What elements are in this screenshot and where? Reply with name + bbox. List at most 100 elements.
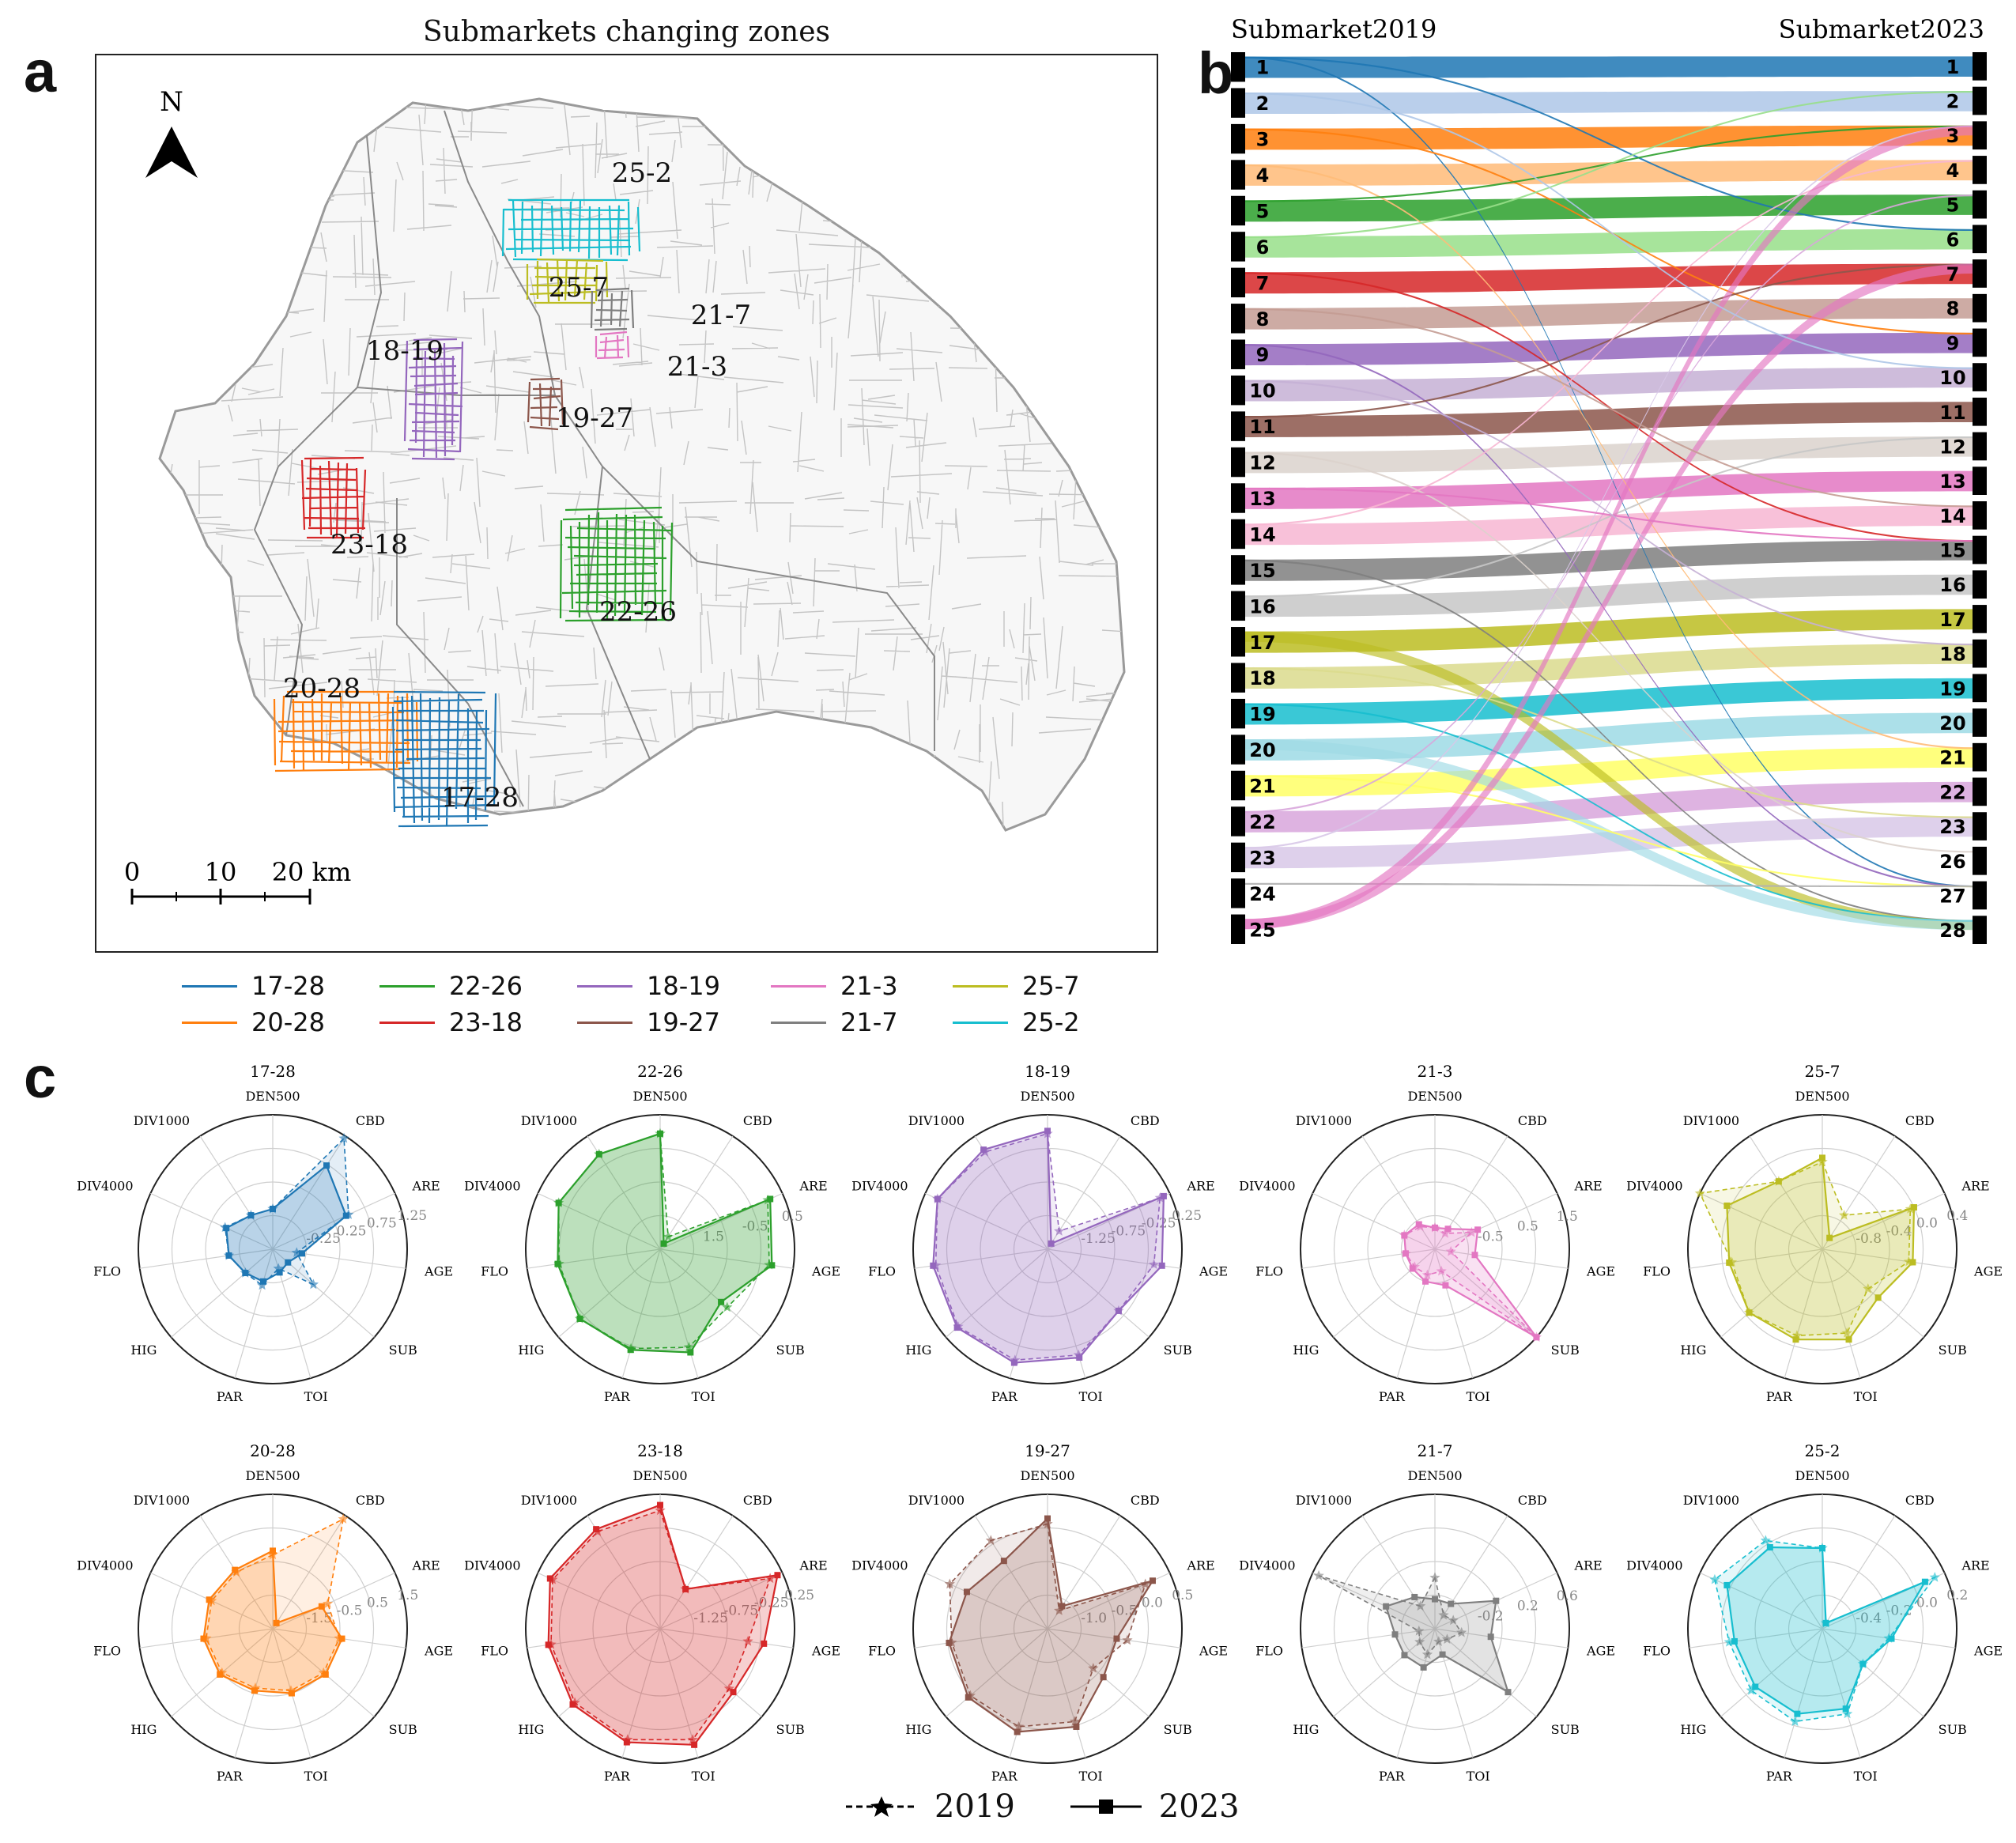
radar-spoke <box>272 1515 346 1630</box>
radar-axis-label: PAR <box>1766 1389 1793 1404</box>
radar-axis-label: DIV4000 <box>77 1558 133 1573</box>
sankey-left-label: 23 <box>1249 847 1275 869</box>
series-2019-point <box>1436 1265 1447 1276</box>
series-2023-point <box>270 1206 276 1212</box>
radar-spoke <box>659 1248 762 1338</box>
sankey-left-title: Submarket2019 <box>1231 14 1436 44</box>
radar-spoke <box>234 1248 274 1379</box>
radar-axis-label: TOI <box>1467 1389 1490 1404</box>
radar-spoke <box>1434 1628 1474 1758</box>
series-2023-point <box>934 1195 941 1203</box>
sankey-left-label: 22 <box>1249 811 1275 833</box>
radar-spoke <box>1784 1248 1823 1379</box>
sankey-nodes: 1234567891011121314151617181920212223242… <box>1231 52 1987 944</box>
dashed-star-icon <box>846 1796 917 1817</box>
sankey-right-label: 17 <box>1939 609 1965 631</box>
series-2023-point <box>1100 1674 1107 1681</box>
zone-label: 22-26 <box>599 596 677 628</box>
sankey-flow <box>1245 703 1973 922</box>
zone-label: 20-28 <box>283 673 361 704</box>
series-2023-point <box>200 1635 207 1642</box>
legend-label: 21-3 <box>840 971 898 1001</box>
zone-label: 18-19 <box>366 335 444 367</box>
radar-axis-label: DIV4000 <box>1239 1558 1295 1573</box>
series-2019-point <box>1122 1634 1133 1645</box>
radar-title: 21-3 <box>1418 1062 1453 1081</box>
radar-axis-label: HIG <box>1680 1343 1706 1358</box>
series-2023-point <box>1775 1178 1782 1185</box>
series-2023-point <box>1409 1265 1416 1272</box>
sankey-right-node <box>1973 605 1987 633</box>
radar-axis-label: DEN500 <box>632 1468 687 1483</box>
sankey-left-node <box>1231 842 1245 873</box>
sankey-flow <box>1245 56 1973 78</box>
sankey-left-node <box>1231 232 1245 262</box>
map-title: Submarkets changing zones <box>422 16 831 48</box>
series-2023-area <box>932 1129 1165 1364</box>
radar-axis-label: ARE <box>411 1558 440 1573</box>
radar-tick-label: 0.2 <box>1946 1588 1968 1603</box>
sankey-right-node <box>1973 259 1987 288</box>
legend-label: 19-27 <box>647 1007 720 1037</box>
legend-label: 21-7 <box>840 1007 898 1037</box>
sankey-left-node <box>1231 123 1245 154</box>
sankey-right-node <box>1973 363 1987 391</box>
series-2023-point <box>323 1162 330 1169</box>
radar-axis-label: CBD <box>743 1493 772 1508</box>
series-2019-area <box>1699 1161 1912 1337</box>
radar-spoke <box>1689 1248 1823 1269</box>
series-2023-point <box>288 1690 295 1697</box>
sankey-flow <box>1245 436 1973 474</box>
series-2019-point <box>1429 1572 1440 1583</box>
radar-axis-label: HIG <box>518 1343 544 1358</box>
radar-axis-label: CBD <box>1131 1113 1160 1128</box>
series-2023-point <box>225 1252 232 1259</box>
sankey-right-label: 6 <box>1946 228 1960 251</box>
sankey-flow <box>1245 308 1973 508</box>
series-2023-area <box>948 1516 1155 1733</box>
series-2023-point <box>1845 1336 1852 1343</box>
radar-axis-label: DIV1000 <box>521 1113 577 1128</box>
radar-tick-label: 0.2 <box>1517 1599 1538 1615</box>
sankey-left-label: 19 <box>1249 704 1275 726</box>
sankey-left-node <box>1231 195 1245 226</box>
radar-axis-label: ARE <box>1961 1178 1989 1193</box>
sankey-right-node <box>1973 432 1987 461</box>
panel-letter-c: c <box>24 1044 57 1110</box>
radar-chart-22-26: 22-26 DEN500 CBD ARE AGE SUB TOI PAR HIG FLO DIV40… <box>464 1062 840 1404</box>
series-2019-point <box>1440 1228 1451 1238</box>
radar-tick-label: -1.0 <box>1081 1611 1107 1626</box>
radar-spoke <box>1434 1515 1508 1630</box>
sankey-flow <box>1245 91 1973 239</box>
radar-spoke <box>1396 1628 1436 1758</box>
radar-axis-label: DEN500 <box>1795 1089 1849 1104</box>
series-2023-point <box>1076 1354 1083 1361</box>
radar-spoke <box>1434 1192 1557 1250</box>
radar-spoke <box>621 1628 661 1758</box>
sankey-right-node <box>1973 156 1987 184</box>
series-2023-point <box>555 1199 562 1207</box>
sankey-left-label: 12 <box>1249 452 1275 474</box>
radar-axis-label: AGE <box>424 1644 453 1659</box>
series-2023-area <box>225 1164 348 1283</box>
series-2019-point <box>742 1636 753 1646</box>
series-2023-point <box>1723 1581 1731 1588</box>
sankey-flow <box>1245 667 1973 818</box>
series-2019-point <box>1905 1203 1916 1214</box>
sankey-left-label: 18 <box>1249 667 1275 689</box>
radar-axis-label: DIV1000 <box>134 1493 190 1508</box>
radar-tick-label: 0.5 <box>782 1209 803 1225</box>
sankey-right-node <box>1973 328 1987 357</box>
series-2023-point <box>1160 1192 1167 1199</box>
series-2019-point <box>1842 1708 1853 1719</box>
sankey-right-label: 18 <box>1939 644 1965 666</box>
radar-axis-label: AGE <box>1199 1644 1228 1659</box>
series-2019-area <box>1714 1539 1937 1723</box>
radar-axis-label: SUB <box>1164 1722 1192 1737</box>
series-2023-point <box>946 1639 953 1646</box>
radar-chart-17-28: 17-28 DEN500 CBD ARE AGE SUB TOI PAR HIG FLO DIV40… <box>77 1062 453 1404</box>
series-2019-point <box>722 1301 733 1312</box>
series-2023-point <box>1910 1204 1917 1211</box>
zone-22-26 <box>559 506 674 622</box>
radar-spoke <box>527 1248 661 1269</box>
